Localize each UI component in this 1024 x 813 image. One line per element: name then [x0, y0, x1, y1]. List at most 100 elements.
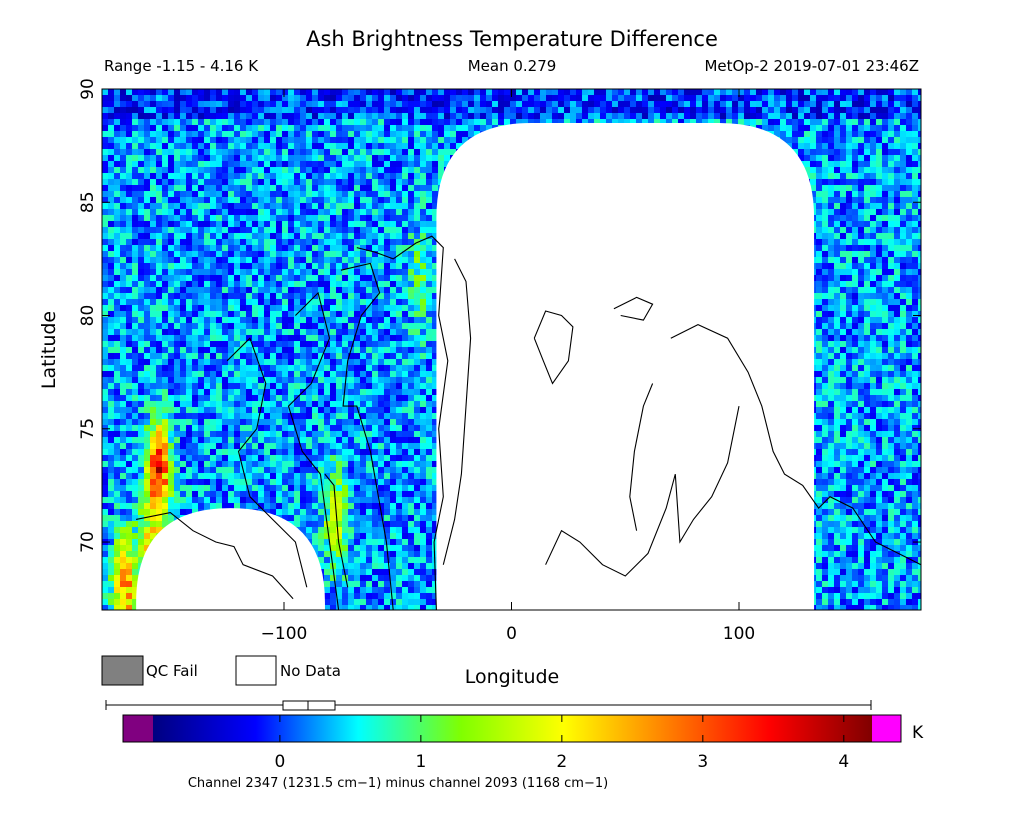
heatmap-cell	[378, 149, 384, 155]
heatmap-cell	[180, 95, 186, 101]
heatmap-cell	[348, 305, 354, 311]
heatmap-cell	[348, 155, 354, 161]
heatmap-cell	[408, 245, 414, 251]
heatmap-cell	[144, 95, 150, 101]
heatmap-cell	[804, 155, 810, 161]
heatmap-cell	[336, 143, 342, 149]
heatmap-cell	[384, 305, 390, 311]
heatmap-cell	[102, 179, 108, 185]
heatmap-cell	[822, 161, 828, 167]
heatmap-cell	[420, 275, 426, 281]
heatmap-cell	[366, 119, 372, 125]
heatmap-cell	[846, 107, 852, 113]
heatmap-cell	[378, 119, 384, 125]
heatmap-cell	[252, 215, 258, 221]
heatmap-cell	[192, 203, 198, 209]
heatmap-cell	[882, 167, 888, 173]
heatmap-cell	[660, 95, 666, 101]
heatmap-cell	[324, 197, 330, 203]
heatmap-cell	[888, 119, 894, 125]
heatmap-cell	[270, 179, 276, 185]
heatmap-cell	[198, 119, 204, 125]
heatmap-cell	[282, 89, 288, 95]
heatmap-cell	[810, 143, 816, 149]
heatmap-cell	[252, 179, 258, 185]
heatmap-cell	[294, 95, 300, 101]
heatmap-cell	[882, 257, 888, 263]
heatmap-cell	[108, 245, 114, 251]
heatmap-cell	[252, 299, 258, 305]
heatmap-cell	[846, 293, 852, 299]
heatmap-cell	[510, 113, 516, 119]
heatmap-cell	[210, 233, 216, 239]
heatmap-cell	[402, 125, 408, 131]
heatmap-cell	[264, 197, 270, 203]
heatmap-cell	[408, 101, 414, 107]
heatmap-cell	[372, 305, 378, 311]
heatmap-cell	[324, 275, 330, 281]
heatmap-cell	[306, 95, 312, 101]
heatmap-cell	[186, 233, 192, 239]
heatmap-cell	[726, 101, 732, 107]
heatmap-cell	[366, 203, 372, 209]
heatmap-cell	[804, 101, 810, 107]
heatmap-cell	[912, 215, 918, 221]
heatmap-cell	[168, 203, 174, 209]
heatmap-cell	[342, 173, 348, 179]
heatmap-cell	[402, 215, 408, 221]
heatmap-cell	[348, 263, 354, 269]
heatmap-cell	[666, 113, 672, 119]
heatmap-cell	[792, 89, 798, 95]
heatmap-cell	[540, 119, 546, 125]
heatmap-cell	[270, 113, 276, 119]
heatmap-cell	[318, 95, 324, 101]
heatmap-cell	[240, 89, 246, 95]
heatmap-cell	[222, 245, 228, 251]
heatmap-cell	[354, 119, 360, 125]
heatmap-cell	[162, 191, 168, 197]
heatmap-cell	[420, 143, 426, 149]
heatmap-cell	[228, 101, 234, 107]
heatmap-cell	[300, 233, 306, 239]
heatmap-cell	[144, 119, 150, 125]
heatmap-cell	[438, 143, 444, 149]
heatmap-cell	[774, 113, 780, 119]
heatmap-cell	[438, 107, 444, 113]
heatmap-cell	[414, 137, 420, 143]
heatmap-cell	[594, 113, 600, 119]
heatmap-cell	[894, 197, 900, 203]
heatmap-cell	[474, 107, 480, 113]
heatmap-cell	[156, 275, 162, 281]
heatmap-cell	[372, 125, 378, 131]
heatmap-cell	[120, 203, 126, 209]
heatmap-cell	[864, 137, 870, 143]
heatmap-cell	[834, 167, 840, 173]
heatmap-cell	[852, 263, 858, 269]
heatmap-cell	[840, 143, 846, 149]
heatmap-cell	[294, 173, 300, 179]
heatmap-cell	[360, 209, 366, 215]
heatmap-cell	[366, 125, 372, 131]
heatmap-cell	[744, 101, 750, 107]
heatmap-cell	[342, 125, 348, 131]
heatmap-cell	[234, 119, 240, 125]
heatmap-cell	[354, 143, 360, 149]
heatmap-cell	[912, 233, 918, 239]
heatmap-cell	[336, 89, 342, 95]
heatmap-cell	[234, 263, 240, 269]
heatmap-cell	[372, 227, 378, 233]
heatmap-cell	[282, 137, 288, 143]
heatmap-cell	[864, 179, 870, 185]
heatmap-cell	[366, 239, 372, 245]
heatmap-cell	[204, 281, 210, 287]
heatmap-cell	[228, 209, 234, 215]
heatmap-cell	[138, 161, 144, 167]
heatmap-cell	[312, 209, 318, 215]
heatmap-cell	[258, 287, 264, 293]
heatmap-cell	[288, 233, 294, 239]
heatmap-cell	[414, 263, 420, 269]
heatmap-cell	[828, 233, 834, 239]
heatmap-cell	[258, 227, 264, 233]
heatmap-cell	[162, 107, 168, 113]
heatmap-cell	[684, 89, 690, 95]
